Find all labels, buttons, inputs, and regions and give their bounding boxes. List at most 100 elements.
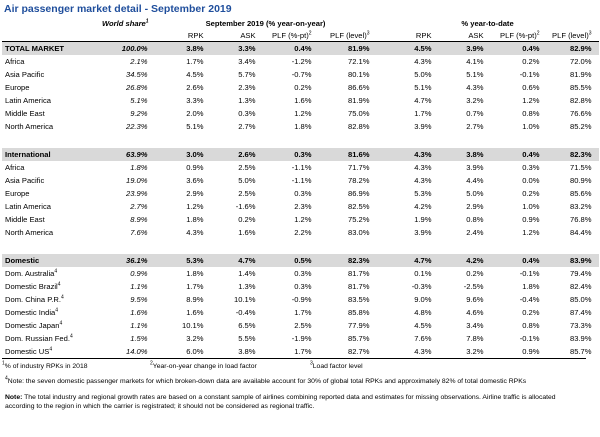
value-cell: 9.6% bbox=[466, 295, 484, 304]
row-label-text: Domestic US bbox=[5, 347, 50, 356]
value-cell: 0.2% bbox=[522, 308, 540, 317]
row-label-text: North America bbox=[5, 228, 54, 237]
value-cell: 81.7% bbox=[347, 269, 370, 278]
share-cell: 36.1% bbox=[102, 254, 155, 267]
row-label: Domestic Japan4 bbox=[2, 319, 102, 332]
share-cell: 0.9% bbox=[130, 269, 148, 278]
value-cell: 85.5% bbox=[569, 83, 592, 92]
value-cell: 73.3% bbox=[569, 321, 592, 330]
share-cell: 23.9% bbox=[125, 189, 148, 198]
data-row: North America 7.6% 4.3% 1.6% 2.2% 83.0% 3.9% 2.… bbox=[2, 226, 599, 239]
footnote-text: Note: the seven domestic passenger marke… bbox=[7, 378, 527, 385]
value-cell: 83.9% bbox=[546, 254, 599, 267]
value-cell: 1.0% bbox=[522, 202, 540, 211]
value-cell: 0.3% bbox=[262, 148, 319, 161]
share-cell: 22.3% bbox=[125, 122, 148, 131]
footnote: 2Year-on-year change in load factor bbox=[150, 361, 310, 370]
value-cell: 0.2% bbox=[466, 269, 484, 278]
superscript: 2 bbox=[536, 30, 540, 37]
share-cell: 63.9% bbox=[102, 148, 155, 161]
value-cell: 0.3% bbox=[238, 109, 256, 118]
data-row: Dom. China P.R.4 9.5% 8.9% 10.1% -0.9% 83.5% 9… bbox=[2, 293, 599, 306]
value-cell: 0.9% bbox=[522, 347, 540, 356]
value-cell: 4.8% bbox=[414, 308, 432, 317]
note-label: Note: bbox=[5, 394, 23, 402]
superscript: 4 bbox=[49, 346, 53, 353]
column-header: PLF (level)3 bbox=[546, 29, 599, 42]
value-cell: 5.1% bbox=[466, 70, 484, 79]
value-cell: 3.3% bbox=[186, 96, 204, 105]
column-label: ASK bbox=[468, 30, 484, 40]
value-cell: 72.0% bbox=[569, 57, 592, 66]
value-cell: -1.6% bbox=[235, 202, 256, 211]
value-cell: -0.4% bbox=[519, 295, 540, 304]
superscript: 4 bbox=[57, 281, 61, 288]
value-cell: 5.5% bbox=[238, 334, 256, 343]
value-cell: 1.3% bbox=[238, 282, 256, 291]
row-label-text: Latin America bbox=[5, 202, 52, 211]
data-row: Europe 26.8% 2.6% 2.3% 0.2% 86.6% 5.1% 4.3% 0.6%… bbox=[2, 81, 599, 94]
share-cell: 1.1% bbox=[130, 321, 148, 330]
row-label: Domestic bbox=[2, 254, 102, 267]
value-cell: 1.2% bbox=[522, 228, 540, 237]
value-cell: -0.9% bbox=[291, 295, 312, 304]
value-cell: 79.4% bbox=[569, 269, 592, 278]
row-label: Europe bbox=[2, 187, 102, 200]
value-cell: 77.9% bbox=[347, 321, 370, 330]
share-cell: 9.2% bbox=[130, 109, 148, 118]
value-cell: 80.1% bbox=[347, 70, 370, 79]
row-label-text: Middle East bbox=[5, 215, 45, 224]
value-cell: 3.0% bbox=[154, 148, 211, 161]
value-cell: 84.4% bbox=[569, 228, 592, 237]
value-cell: 7.8% bbox=[466, 334, 484, 343]
row-label: International bbox=[2, 148, 102, 161]
value-cell: 82.8% bbox=[347, 122, 370, 131]
value-cell: 1.6% bbox=[238, 228, 256, 237]
value-cell: 0.3% bbox=[522, 163, 540, 172]
superscript: 4 bbox=[70, 333, 73, 340]
value-cell: 0.4% bbox=[490, 41, 547, 55]
share-cell: 14.0% bbox=[125, 347, 148, 356]
superscript: 4 bbox=[54, 268, 58, 275]
value-cell: 3.8% bbox=[238, 347, 256, 356]
value-cell: 3.6% bbox=[186, 176, 204, 185]
value-cell: 1.8% bbox=[186, 215, 204, 224]
value-cell: 9.0% bbox=[414, 295, 432, 304]
value-cell: 87.4% bbox=[569, 308, 592, 317]
value-cell: 86.9% bbox=[347, 189, 370, 198]
value-cell: 4.3% bbox=[414, 347, 432, 356]
data-row: Middle East 8.9% 1.8% 0.2% 1.2% 75.2% 1.9% 0.8%… bbox=[2, 213, 599, 226]
value-cell: -0.3% bbox=[411, 282, 432, 291]
value-cell: 0.4% bbox=[490, 254, 547, 267]
value-cell: -0.4% bbox=[235, 308, 256, 317]
value-cell: 4.2% bbox=[414, 202, 432, 211]
share-cell: 2.1% bbox=[130, 57, 148, 66]
value-cell: 1.9% bbox=[414, 215, 432, 224]
share-cell: 26.8% bbox=[125, 83, 148, 92]
value-cell: 0.2% bbox=[294, 83, 312, 92]
column-header: PLF (level)3 bbox=[318, 29, 377, 42]
data-row: Domestic Japan4 1.1% 10.1% 6.5% 2.5% 77.9% 4.5… bbox=[2, 319, 599, 332]
value-cell: 3.2% bbox=[466, 96, 484, 105]
value-cell: 0.9% bbox=[522, 215, 540, 224]
header-row: RPK ASK PLF (%-pt)2 PLF (level)3 RPK ASK PLF (… bbox=[2, 29, 599, 42]
value-cell: 3.2% bbox=[466, 347, 484, 356]
aggregate-row: Domestic 36.1% 5.3% 4.7% 0.5% 82.3% 4.7% 4.2% 0.… bbox=[2, 254, 599, 267]
value-cell: 81.6% bbox=[318, 148, 377, 161]
footnote-text: Load factor level bbox=[312, 363, 363, 370]
column-label: PLF (level) bbox=[552, 30, 589, 40]
superscript: 3 bbox=[310, 360, 313, 367]
spacer-cell bbox=[2, 239, 599, 254]
value-cell: 85.8% bbox=[347, 308, 370, 317]
column-header: PLF (%-pt)2 bbox=[490, 29, 547, 42]
row-label-text: Dom. Australia bbox=[5, 269, 55, 278]
value-cell: -0.1% bbox=[519, 269, 540, 278]
row-label-text: Latin America bbox=[5, 96, 52, 105]
row-label-text: International bbox=[5, 150, 51, 159]
column-header: RPK bbox=[376, 29, 439, 42]
value-cell: 82.4% bbox=[569, 282, 592, 291]
value-cell: 1.7% bbox=[186, 282, 204, 291]
superscript: 3 bbox=[588, 30, 592, 37]
data-row: Domestic US4 14.0% 6.0% 3.8% 1.7% 82.7% 4.3% 3.… bbox=[2, 345, 599, 358]
